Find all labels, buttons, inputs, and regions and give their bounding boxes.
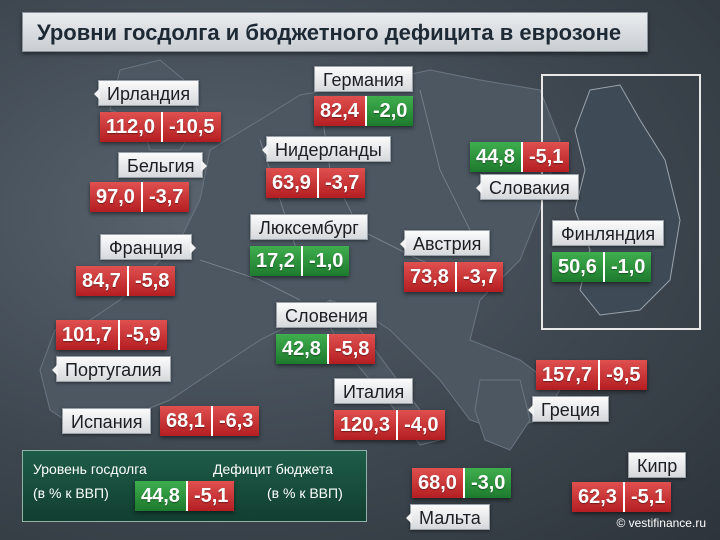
debt-greece: 157,7 (536, 360, 599, 390)
debt-slovakia: 44,8 (470, 142, 521, 172)
country-label-slovenia: Словения (276, 302, 377, 328)
deficit-malta: -3,0 (462, 468, 512, 498)
values-france: 84,7 -5,8 (76, 266, 176, 296)
values-greece: 157,7 -9,5 (536, 360, 647, 390)
legend-debt-unit: (в % к ВВП) (33, 485, 109, 501)
debt-netherlands: 63,9 (266, 168, 317, 198)
debt-france: 84,7 (76, 266, 127, 296)
copyright: © vestifinance.ru (616, 516, 706, 530)
country-label-malta: Мальта (406, 504, 490, 530)
debt-malta: 68,0 (412, 468, 463, 498)
debt-slovenia: 42,8 (276, 334, 327, 364)
country-label-finland: Финляндия (552, 220, 665, 246)
values-cyprus: 62,3 -5,1 (572, 482, 672, 512)
deficit-finland: -1,0 (602, 252, 652, 282)
deficit-greece: -9,5 (598, 360, 647, 390)
deficit-belgium: -3,7 (140, 182, 190, 212)
country-label-germany: Германия (314, 66, 413, 92)
values-belgium: 97,0 -3,7 (90, 182, 190, 212)
country-label-cyprus: Кипр (628, 452, 687, 478)
deficit-portugal: -5,9 (118, 320, 167, 350)
deficit-netherlands: -3,7 (316, 168, 366, 198)
values-slovakia: 44,8 -5,1 (470, 142, 570, 172)
debt-spain: 68,1 (160, 406, 211, 436)
legend-deficit-title: Дефицит бюджета (213, 461, 333, 477)
debt-belgium: 97,0 (90, 182, 141, 212)
country-label-portugal: Португалия (52, 356, 171, 382)
legend-debt-title: Уровень госдолга (33, 461, 147, 477)
deficit-germany: -2,0 (364, 96, 414, 126)
country-label-greece: Греция (528, 396, 609, 422)
debt-germany: 82,4 (314, 96, 365, 126)
values-austria: 73,8 -3,7 (404, 262, 504, 292)
legend-sample-deficit: -5,1 (185, 481, 235, 511)
deficit-slovenia: -5,8 (326, 334, 376, 364)
deficit-spain: -6,3 (210, 406, 260, 436)
deficit-austria: -3,7 (454, 262, 504, 292)
deficit-cyprus: -5,1 (622, 482, 672, 512)
debt-ireland: 112,0 (100, 112, 161, 142)
deficit-italy: -4,0 (396, 410, 445, 440)
values-malta: 68,0 -3,0 (412, 468, 512, 498)
page-title: Уровни госдолга и бюджетного дефицита в … (22, 12, 648, 52)
country-label-italy: Италия (334, 378, 414, 404)
legend-sample: 44,8 -5,1 (135, 481, 235, 511)
country-label-slovakia: Словакия (476, 174, 579, 200)
country-label-luxembourg: Люксембург (250, 214, 368, 240)
values-luxembourg: 17,2 -1,0 (250, 246, 350, 276)
debt-austria: 73,8 (404, 262, 455, 292)
deficit-luxembourg: -1,0 (300, 246, 350, 276)
debt-cyprus: 62,3 (572, 482, 623, 512)
country-label-belgium: Бельгия (118, 152, 208, 178)
deficit-slovakia: -5,1 (520, 142, 570, 172)
values-italy: 120,3 -4,0 (334, 410, 445, 440)
deficit-france: -5,8 (126, 266, 176, 296)
country-label-netherlands: Нидерланды (262, 136, 391, 162)
debt-luxembourg: 17,2 (250, 246, 301, 276)
country-label-france: Франция (100, 234, 196, 260)
finland-inset-frame (541, 74, 701, 330)
legend: Уровень госдолга (в % к ВВП) Дефицит бюд… (22, 450, 367, 522)
values-portugal: 101,7 -5,9 (56, 320, 167, 350)
values-netherlands: 63,9 -3,7 (266, 168, 366, 198)
values-spain: 68,1 -6,3 (160, 406, 260, 436)
values-slovenia: 42,8 -5,8 (276, 334, 376, 364)
country-label-ireland: Ирландия (93, 80, 200, 106)
country-label-austria: Австрия (399, 230, 491, 256)
legend-sample-debt: 44,8 (135, 481, 186, 511)
country-label-spain: Испания (62, 408, 152, 434)
debt-portugal: 101,7 (56, 320, 119, 350)
deficit-ireland: -10,5 (160, 112, 221, 142)
debt-finland: 50,6 (552, 252, 603, 282)
values-finland: 50,6 -1,0 (552, 252, 652, 282)
debt-italy: 120,3 (334, 410, 397, 440)
land-greece (474, 379, 531, 451)
values-germany: 82,4 -2,0 (314, 96, 414, 126)
values-ireland: 112,0 -10,5 (100, 112, 221, 142)
legend-deficit-unit: (в % к ВВП) (267, 485, 343, 501)
